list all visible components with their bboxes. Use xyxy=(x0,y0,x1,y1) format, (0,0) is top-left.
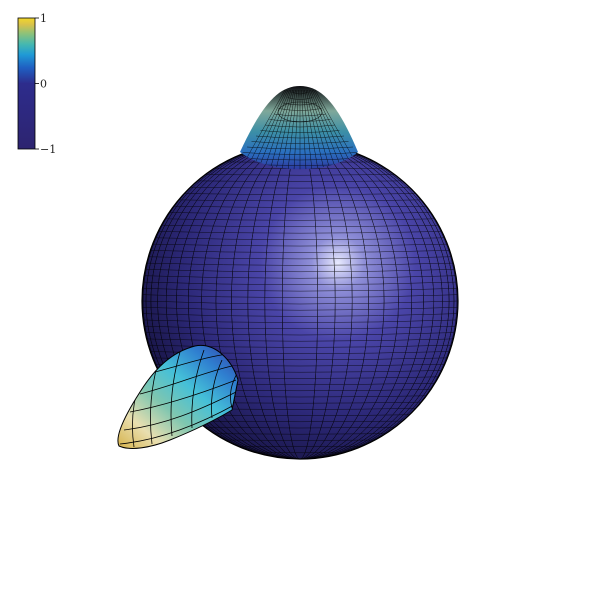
colorbar-tick-label: 0 xyxy=(40,78,47,91)
top-lobe xyxy=(240,86,358,170)
colorbar-ticks: 1 0 −1 xyxy=(35,12,56,156)
lower-left-lobe xyxy=(117,344,239,449)
colorbar: 1 0 −1 xyxy=(17,12,56,156)
top-lobe-mesh xyxy=(240,89,358,170)
colorbar-tick-label: 1 xyxy=(40,12,47,25)
colorbar-tick-label: −1 xyxy=(40,143,56,156)
colorbar-gradient xyxy=(17,17,36,150)
